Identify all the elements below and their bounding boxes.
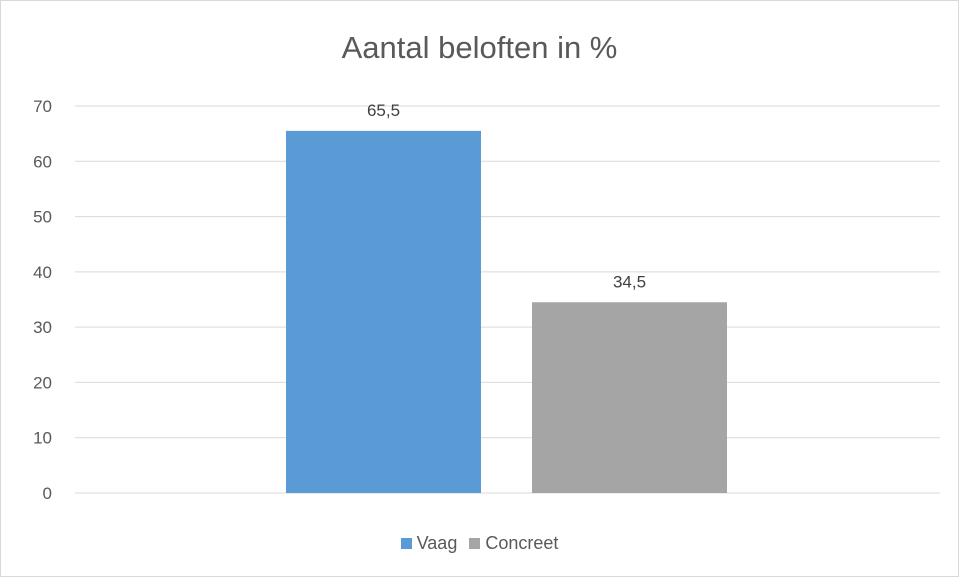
data-label-vaag: 65,5 (367, 101, 400, 120)
bars (286, 130, 727, 493)
gridlines (75, 105, 940, 494)
data-labels: 65,5 34,5 (367, 101, 646, 291)
y-tick-label-70: 70 (33, 97, 52, 116)
data-label-concreet: 34,5 (613, 272, 646, 291)
y-axis-ticks: 0 10 20 30 40 50 60 70 (33, 97, 52, 503)
legend-item-concreet: Concreet (469, 533, 558, 554)
legend-label-vaag: Vaag (416, 533, 458, 553)
y-tick-label-60: 60 (33, 152, 52, 171)
y-tick-label-30: 30 (33, 318, 52, 337)
y-tick-label-10: 10 (33, 429, 52, 448)
legend-label-concreet: Concreet (485, 533, 559, 553)
legend-item-vaag: Vaag (400, 533, 458, 554)
bar-concreet (532, 302, 727, 493)
y-tick-label-40: 40 (33, 263, 52, 282)
legend-swatch-concreet (469, 538, 481, 549)
bar-vaag (286, 130, 481, 493)
y-tick-label-50: 50 (33, 208, 52, 227)
chart-title: Aantal beloften in % (341, 30, 618, 65)
legend: Vaag Concreet (0, 533, 959, 554)
y-tick-label-0: 0 (43, 484, 52, 503)
legend-swatch-vaag (400, 538, 412, 549)
y-tick-label-20: 20 (33, 373, 52, 392)
